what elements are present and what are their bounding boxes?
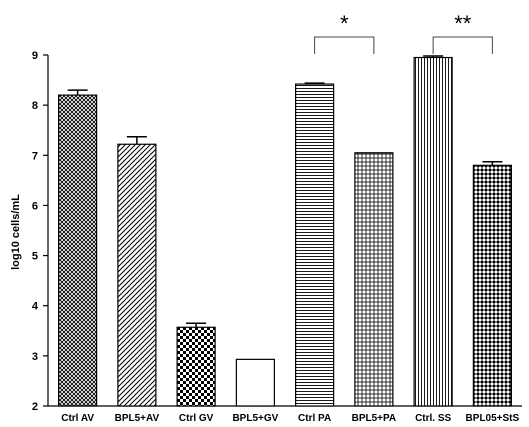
bar [58, 94, 98, 407]
x-tick-label: BPL5+AV [115, 413, 160, 424]
category-labels: Ctrl AV BPL5+AV Ctrl GV BPL5+GV Ctrl PA BPL5+… [61, 413, 519, 424]
bar [472, 164, 512, 407]
x-tick-label: Ctrl PA [298, 413, 331, 424]
bar [176, 326, 216, 407]
bar [235, 358, 275, 407]
y-tick-label: 3 [32, 351, 38, 363]
y-axis-title: log10 cells/mL [10, 194, 22, 270]
bar [117, 143, 157, 407]
significance-label: * [340, 11, 349, 36]
y-tick-label: 6 [32, 200, 38, 212]
significance-brackets: * ** [314, 11, 493, 54]
x-tick-label: Ctrl AV [61, 413, 94, 424]
y-tick-label: 7 [32, 150, 38, 162]
x-tick-label: Ctrl GV [179, 413, 214, 424]
bar [354, 152, 394, 407]
y-tick-label: 2 [32, 401, 38, 413]
y-tick-label: 9 [32, 50, 38, 62]
significance-label: ** [454, 11, 472, 36]
bar [413, 56, 453, 407]
significance-bracket [314, 36, 375, 54]
y-axis: 2 3 4 5 6 7 8 9 [32, 50, 49, 413]
x-tick-label: Ctrl. SS [415, 413, 451, 424]
y-tick-label: 5 [32, 251, 38, 263]
bar-series [58, 55, 512, 407]
x-tick-label: BPL05+StS [466, 413, 520, 424]
bar [295, 83, 335, 407]
significance-bracket [432, 36, 493, 54]
x-tick-label: BPL5+PA [352, 413, 397, 424]
x-tick-label: BPL5+GV [232, 413, 278, 424]
y-tick-label: 4 [32, 301, 39, 313]
y-tick-label: 8 [32, 100, 38, 112]
